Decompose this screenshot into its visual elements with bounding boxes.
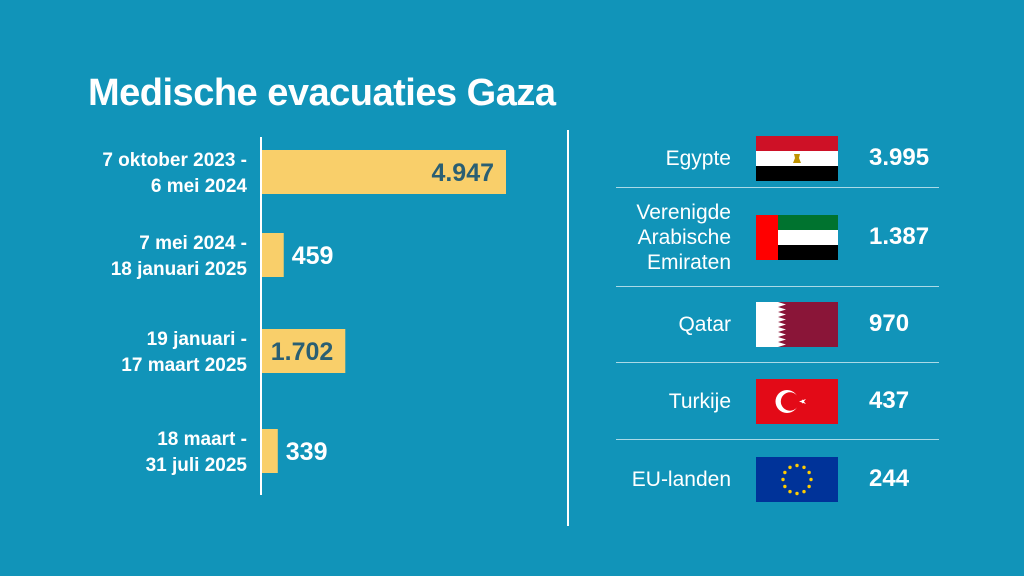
qatar-flag-icon: [756, 301, 838, 352]
category-label-3-1: 31 juli 2025: [146, 455, 248, 476]
turkey-flag-icon: [756, 378, 838, 429]
country-name-line: Turkije: [668, 389, 731, 413]
column-divider: [567, 130, 569, 526]
category-label-3-0: 18 maart -: [157, 429, 247, 450]
bar-2: [261, 329, 346, 373]
bar-3: [261, 429, 278, 473]
category-label-1-0: 7 mei 2024 -: [139, 233, 247, 254]
uae-flag-icon: [756, 214, 838, 265]
bar-value-label-2: 1.702: [271, 338, 334, 366]
country-name-line: Verenigde: [636, 200, 731, 224]
country-row: Egypte 3.995: [616, 118, 939, 198]
row-separator: [616, 187, 939, 188]
country-value: 3.995: [869, 144, 930, 171]
egypt-flag-icon: [756, 135, 838, 186]
bar-value-label-3: 339: [286, 438, 328, 466]
category-label-2-0: 19 januari -: [147, 329, 247, 350]
category-label-2-1: 17 maart 2025: [121, 355, 247, 376]
category-label-0-1: 6 mei 2024: [151, 176, 248, 197]
row-separator: [616, 439, 939, 440]
category-label-1-1: 18 januari 2025: [111, 259, 248, 280]
chart-title: Medische evacuaties Gaza: [88, 72, 556, 114]
bar-value-label-1: 459: [292, 242, 334, 270]
country-value: 437: [869, 387, 910, 414]
country-name: Egypte: [571, 146, 731, 171]
row-separator: [616, 286, 939, 287]
country-value: 1.387: [869, 223, 930, 250]
bar-chart: 4.947 7 oktober 2023 - 6 mei 2024 459 7 mei …: [102, 137, 506, 495]
country-name-line: Qatar: [678, 312, 731, 336]
country-name: Verenigde Arabische Emiraten: [571, 200, 731, 275]
country-name: Qatar: [571, 312, 731, 337]
country-row: Verenigde Arabische Emiraten 1.387: [616, 197, 939, 277]
country-name-line: Emiraten: [646, 250, 731, 274]
country-name-line: Arabische: [637, 225, 731, 249]
row-separator: [616, 362, 939, 363]
country-row: EU-landen 244: [616, 439, 939, 519]
country-name-line: Egypte: [665, 146, 731, 170]
bar-1: [261, 233, 284, 277]
country-row: Turkije 437: [616, 361, 939, 441]
country-value: 244: [869, 465, 910, 492]
eu-flag-icon: [756, 456, 838, 507]
country-value: 970: [869, 310, 910, 337]
country-name-line: EU-landen: [631, 467, 731, 491]
country-row: Qatar 970: [616, 284, 939, 364]
bar-0: [261, 150, 506, 194]
country-name: EU-landen: [571, 467, 731, 492]
category-label-0-0: 7 oktober 2023 -: [102, 150, 247, 171]
bar-value-label-0: 4.947: [431, 159, 494, 187]
country-name: Turkije: [571, 389, 731, 414]
